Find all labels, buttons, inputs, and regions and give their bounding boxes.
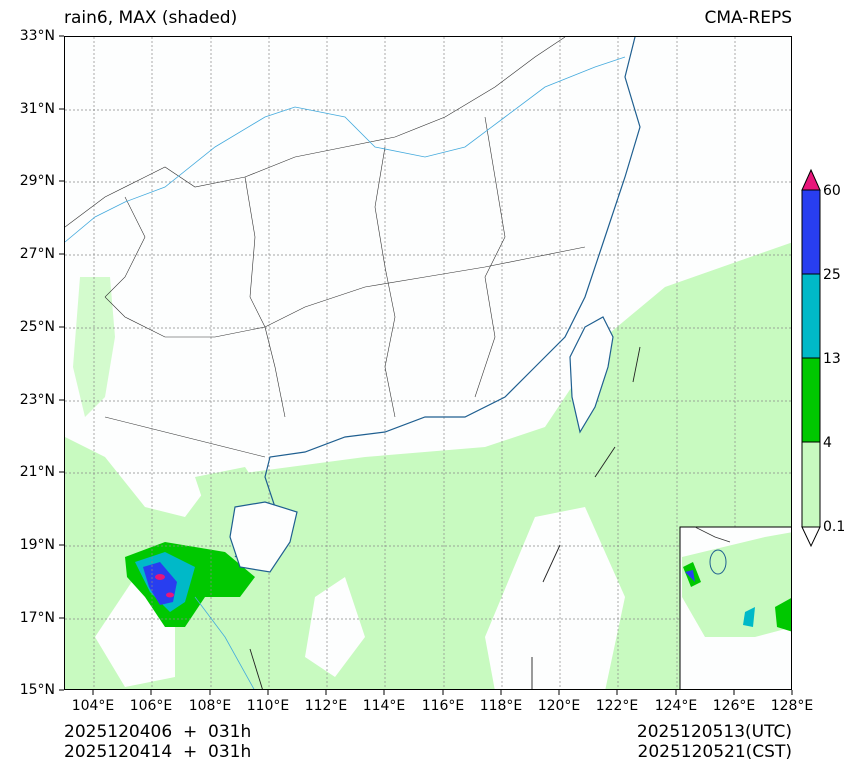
y-tick-label: 17°N bbox=[19, 610, 55, 626]
x-tick-label: 112°E bbox=[304, 698, 348, 714]
y-tick-label: 27°N bbox=[19, 246, 55, 262]
rivers bbox=[65, 56, 626, 689]
x-tick-label: 106°E bbox=[129, 698, 173, 714]
precipitation-map bbox=[65, 37, 791, 689]
y-tick-label: 25°N bbox=[19, 319, 55, 335]
x-tick-label: 128°E bbox=[770, 698, 814, 714]
valid-utc: 2025120513(UTC) bbox=[636, 722, 792, 742]
x-tick-label: 124°E bbox=[654, 698, 698, 714]
coastline bbox=[234, 37, 641, 558]
model-name: CMA-REPS bbox=[704, 8, 792, 28]
chart-title: rain6, MAX (shaded) bbox=[64, 8, 238, 28]
x-tick-label: 120°E bbox=[537, 698, 581, 714]
x-tick-label: 110°E bbox=[246, 698, 290, 714]
map-plot-area bbox=[64, 36, 792, 690]
init-time-block: 2025120406 + 031h 2025120414 + 031h bbox=[64, 722, 251, 762]
x-tick-label: 108°E bbox=[188, 698, 232, 714]
y-tick-label: 33°N bbox=[19, 28, 55, 44]
colorbar-label: 4 bbox=[823, 435, 832, 451]
colorbar-label: 25 bbox=[823, 267, 841, 283]
x-tick-label: 122°E bbox=[595, 698, 639, 714]
y-tick-label: 21°N bbox=[19, 464, 55, 480]
inset-map bbox=[679, 526, 791, 689]
colorbar-label: 13 bbox=[823, 351, 841, 367]
colorbar-label: 0.1 bbox=[823, 519, 846, 535]
y-tick-label: 15°N bbox=[19, 682, 55, 698]
x-tick-label: 104°E bbox=[71, 698, 115, 714]
valid-time-block: 2025120513(UTC) 2025120521(CST) bbox=[637, 722, 792, 762]
front-lines bbox=[249, 346, 641, 689]
x-tick-label: 126°E bbox=[712, 698, 756, 714]
colorbar-label: 60 bbox=[823, 183, 841, 199]
y-tick-label: 29°N bbox=[19, 173, 55, 189]
x-tick-label: 118°E bbox=[479, 698, 523, 714]
y-tick-label: 31°N bbox=[19, 101, 55, 117]
init-utc: 2025120406 + 031h bbox=[64, 722, 252, 742]
hainan-outline bbox=[229, 501, 298, 573]
colorbar-graphic bbox=[801, 168, 821, 548]
x-tick-label: 114°E bbox=[362, 698, 406, 714]
rain-heavy-core bbox=[125, 542, 255, 627]
y-tick-label: 19°N bbox=[19, 537, 55, 553]
taiwan-outline bbox=[569, 316, 614, 434]
init-cst: 2025120414 + 031h bbox=[64, 742, 252, 762]
province-borders bbox=[65, 37, 586, 458]
y-tick-label: 23°N bbox=[19, 392, 55, 408]
valid-cst: 2025120521(CST) bbox=[637, 742, 792, 762]
x-tick-label: 116°E bbox=[421, 698, 465, 714]
